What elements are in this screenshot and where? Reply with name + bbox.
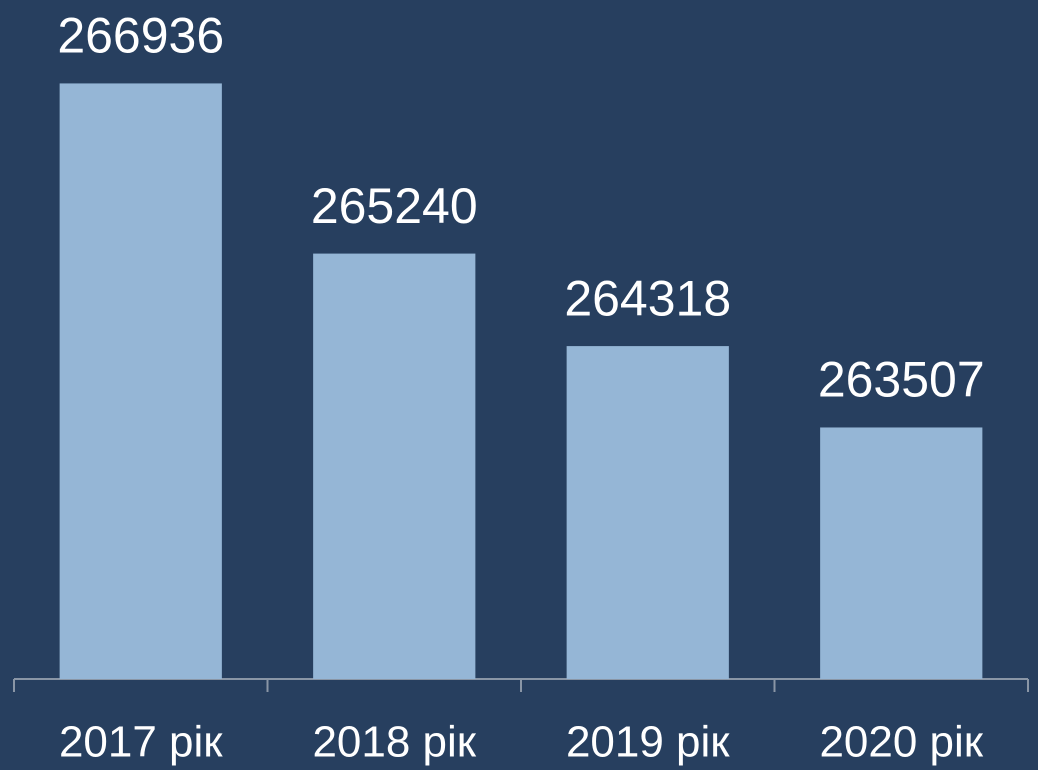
bar [313, 253, 476, 679]
x-tick-label: 2019 рік [566, 718, 730, 767]
data-label: 264318 [564, 270, 731, 326]
bar [566, 346, 729, 679]
x-tick-label: 2017 рік [59, 718, 223, 767]
bar [59, 83, 222, 680]
data-label: 263507 [818, 352, 985, 408]
data-label: 265240 [311, 178, 478, 234]
data-label: 266936 [57, 8, 224, 64]
x-tick-label: 2018 рік [312, 718, 476, 767]
bar [820, 427, 983, 679]
x-tick-label: 2020 рік [819, 718, 983, 767]
